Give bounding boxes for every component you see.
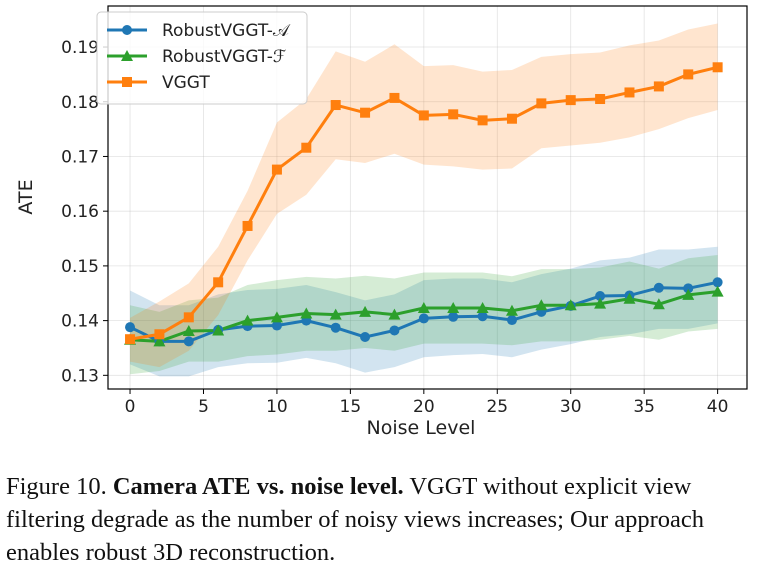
y-ticks: 0.13 0.14 0.15 0.16 0.17 0.18 0.19 [61, 38, 108, 386]
x-tick-label: 30 [560, 397, 582, 417]
series-a-point [448, 311, 459, 322]
series-f-point [388, 308, 401, 320]
y-tick-label: 0.16 [61, 202, 99, 222]
ate-chart: 0 5 10 15 20 25 30 35 40 0.130.140.150.160.170.1… [15, 5, 748, 439]
series-f-point [212, 324, 225, 336]
series-vggt-point [595, 94, 606, 105]
legend: RobustVGGT-𝒜 RobustVGGT-ℱ VGGT [96, 11, 308, 105]
x-ticks: 0 5 10 15 20 25 30 35 40 [125, 389, 729, 417]
caption-title: Camera ATE vs. noise level. [112, 473, 404, 500]
series-f-point [241, 314, 254, 326]
series-vggt-legend-marker [122, 77, 132, 87]
y-tick-label: 0.17 [61, 147, 99, 167]
x-tick-label: 40 [707, 397, 729, 417]
caption-body: VGGT without explicit view filtering deg… [6, 473, 705, 566]
series-a-point [125, 322, 136, 333]
series-vggt-point [183, 312, 194, 323]
caption-figure-label: Figure 10. [6, 473, 107, 500]
series-vggt-point [271, 164, 282, 175]
series-vggt-point [360, 107, 371, 118]
series-a-point [183, 336, 194, 347]
y-tick-label: 0.19 [61, 38, 99, 58]
series-vggt-point [242, 220, 253, 231]
series-a-point [506, 315, 517, 326]
series-vggt-point [154, 329, 165, 340]
x-axis-label: Noise Level [367, 417, 476, 439]
series-a-point [389, 325, 400, 336]
series-vggt-point [536, 98, 547, 109]
x-tick-label: 5 [198, 397, 209, 417]
series-vggt-point [389, 92, 400, 103]
markers [124, 62, 724, 347]
series-vggt-point [301, 142, 312, 153]
series-vggt-point [565, 95, 576, 106]
series-vggt-point [418, 110, 429, 121]
series-f-point [682, 288, 695, 300]
y-tick-label: 0.13 [61, 366, 99, 386]
series-vggt-point [624, 87, 635, 98]
series-a-point [360, 332, 371, 343]
series-f-point [476, 302, 489, 314]
x-tick-label: 15 [340, 397, 362, 417]
x-tick-label: 25 [486, 397, 508, 417]
series-a-point [595, 290, 606, 301]
legend-frame [96, 11, 308, 105]
x-tick-label: 35 [633, 397, 655, 417]
series-a-point [683, 283, 694, 294]
series-f-point [182, 325, 195, 337]
series-vggt-point [213, 277, 224, 288]
y-tick-label: 0.14 [61, 312, 99, 332]
series-vggt-point [330, 100, 341, 111]
grid [108, 6, 747, 389]
series-a-legend-label: RobustVGGT-𝒜 [162, 21, 291, 41]
series-f-point [594, 297, 607, 309]
series-a-point [653, 282, 664, 293]
y-tick-label: 0.15 [61, 257, 99, 277]
series-f-point [329, 308, 342, 320]
series-a-point [477, 311, 488, 322]
figure-caption: Figure 10. Camera ATE vs. noise level. V… [6, 470, 756, 569]
series-f-point [359, 305, 372, 317]
series-a-point [418, 313, 429, 324]
x-tick-label: 20 [413, 397, 435, 417]
series-f-point [505, 304, 518, 316]
series-f-point [564, 299, 577, 311]
series-f-point [711, 285, 724, 297]
series-f-point [153, 335, 166, 347]
series-f-point [417, 302, 430, 314]
series-f-point [623, 292, 636, 304]
x-tick-label: 10 [266, 397, 288, 417]
series-a-point [330, 322, 341, 333]
series-f-point [270, 311, 283, 323]
series-a-legend-marker [122, 25, 132, 35]
series-f-legend-label: RobustVGGT-ℱ [162, 47, 286, 67]
series-vggt-point [448, 109, 459, 120]
series-vggt-legend-label: VGGT [162, 73, 210, 93]
series-vggt-point [506, 113, 517, 124]
x-tick-label: 0 [125, 397, 136, 417]
series-vggt-point [477, 115, 488, 126]
series-f-point [447, 302, 460, 314]
series-a-point [712, 277, 723, 288]
series-vggt-band [130, 23, 718, 368]
series-f-point [535, 299, 548, 311]
series-vggt-point [653, 81, 664, 92]
series-vggt-point [125, 334, 136, 345]
series-f-point [300, 307, 313, 319]
y-tick-label: 0.18 [61, 93, 99, 113]
series-vggt-point [712, 62, 723, 73]
plot-frame [107, 5, 748, 390]
y-axis-label: ATE [15, 179, 37, 214]
series-a-point [271, 320, 282, 331]
series-f-point [652, 298, 665, 310]
series-vggt-point [683, 69, 694, 80]
series-f-legend-marker [121, 50, 133, 61]
